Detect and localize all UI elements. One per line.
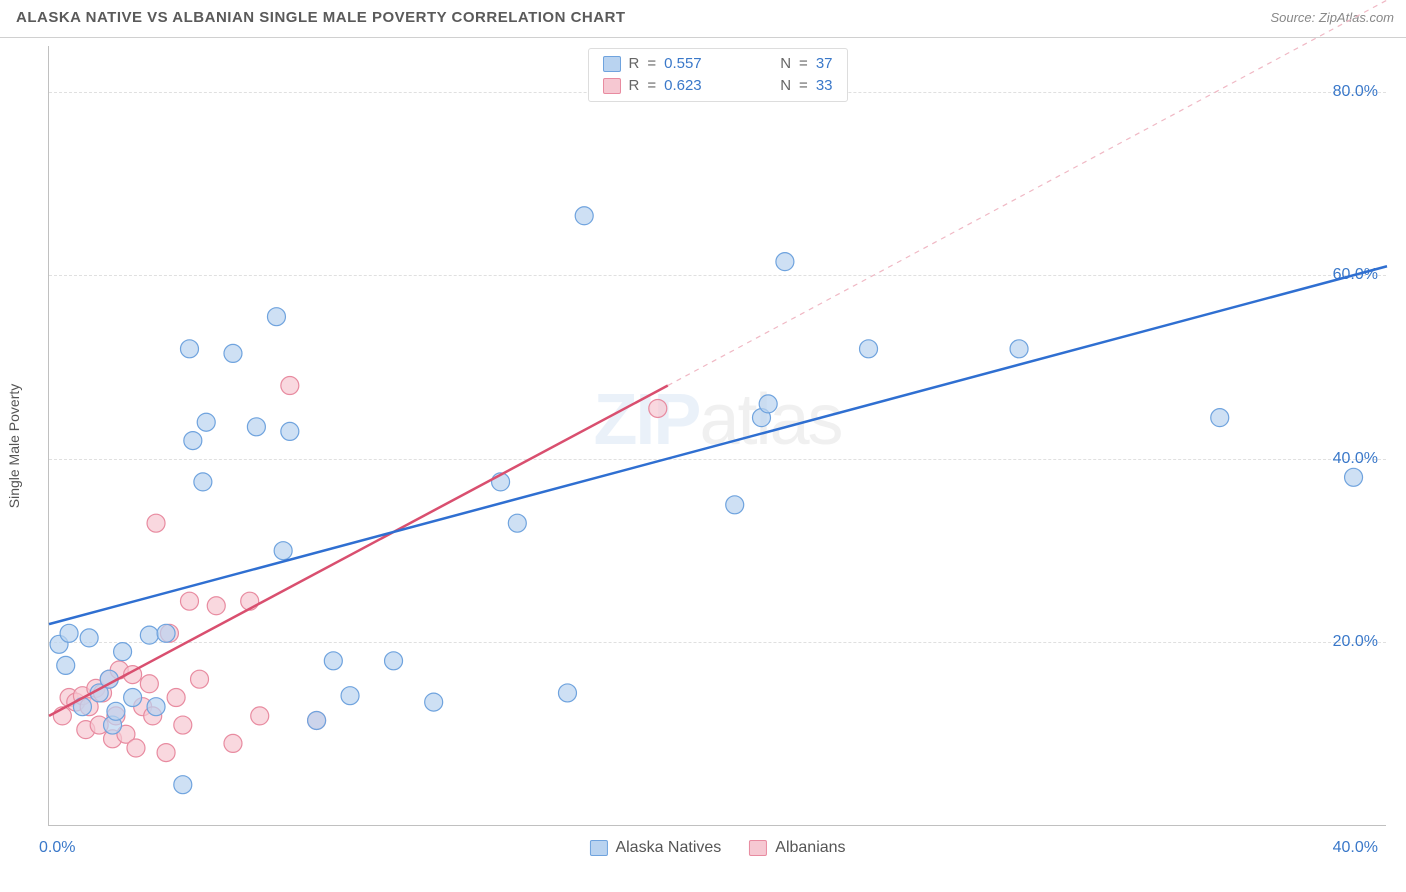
r-label: R <box>629 53 640 75</box>
data-point <box>385 652 403 670</box>
data-point <box>127 739 145 757</box>
legend-row-pink: R = 0.623 N = 33 <box>603 75 833 97</box>
scatter-svg <box>49 46 1386 825</box>
data-point <box>324 652 342 670</box>
data-point <box>649 399 667 417</box>
legend-row-blue: R = 0.557 N = 37 <box>603 53 833 75</box>
data-point <box>80 629 98 647</box>
data-point <box>194 473 212 491</box>
data-point <box>180 340 198 358</box>
r-value-blue: 0.557 <box>664 53 702 75</box>
swatch-blue-icon-2 <box>589 840 607 856</box>
equals2: = <box>799 53 808 75</box>
data-point <box>107 702 125 720</box>
data-point <box>167 689 185 707</box>
data-point <box>57 656 75 674</box>
plot-area: ZIPatlas 20.0%40.0%60.0%80.0% R = 0.557 … <box>48 46 1386 826</box>
chart-container: ALASKA NATIVE VS ALBANIAN SINGLE MALE PO… <box>0 0 1406 892</box>
data-point <box>1211 409 1229 427</box>
n-value-blue: 37 <box>816 53 833 75</box>
data-point <box>147 514 165 532</box>
source-label: Source: ZipAtlas.com <box>1270 10 1394 25</box>
data-point <box>114 643 132 661</box>
n-label: N <box>780 53 791 75</box>
data-point <box>341 687 359 705</box>
equals3: = <box>647 75 656 97</box>
data-point <box>60 624 78 642</box>
x-tick-right: 40.0% <box>1333 839 1378 857</box>
data-point <box>174 716 192 734</box>
n-value-pink: 33 <box>816 75 833 97</box>
data-point <box>251 707 269 725</box>
data-point <box>759 395 777 413</box>
swatch-pink-icon <box>603 78 621 94</box>
data-point <box>224 734 242 752</box>
trendline <box>49 266 1387 624</box>
data-point <box>308 711 326 729</box>
equals4: = <box>799 75 808 97</box>
r-value-pink: 0.623 <box>664 75 702 97</box>
data-point <box>508 514 526 532</box>
data-point <box>558 684 576 702</box>
data-point <box>140 626 158 644</box>
n-label2: N <box>780 75 791 97</box>
r-label2: R <box>629 75 640 97</box>
equals: = <box>647 53 656 75</box>
data-point <box>140 675 158 693</box>
swatch-blue-icon <box>603 56 621 72</box>
data-point <box>247 418 265 436</box>
data-point <box>157 744 175 762</box>
data-point <box>124 689 142 707</box>
title-bar: ALASKA NATIVE VS ALBANIAN SINGLE MALE PO… <box>0 8 1406 38</box>
data-point <box>776 253 794 271</box>
chart-title: ALASKA NATIVE VS ALBANIAN SINGLE MALE PO… <box>16 9 626 26</box>
data-point <box>191 670 209 688</box>
data-point <box>1010 340 1028 358</box>
data-point <box>197 413 215 431</box>
data-point <box>184 432 202 450</box>
legend-bottom: Alaska Natives Albanians <box>589 839 845 857</box>
data-point <box>147 698 165 716</box>
swatch-pink-icon-2 <box>749 840 767 856</box>
data-point <box>180 592 198 610</box>
data-point <box>267 308 285 326</box>
trendline <box>49 386 668 716</box>
legend-bottom-pink-label: Albanians <box>775 839 845 857</box>
legend-correlation-box: R = 0.557 N = 37 R = 0.623 N = 33 <box>588 48 848 102</box>
data-point <box>207 597 225 615</box>
legend-bottom-pink: Albanians <box>749 839 845 857</box>
data-point <box>274 542 292 560</box>
data-point <box>726 496 744 514</box>
data-point <box>157 624 175 642</box>
legend-bottom-blue-label: Alaska Natives <box>615 839 721 857</box>
data-point <box>860 340 878 358</box>
data-point <box>224 344 242 362</box>
data-point <box>575 207 593 225</box>
data-point <box>281 377 299 395</box>
x-tick-left: 0.0% <box>39 839 75 857</box>
data-point <box>425 693 443 711</box>
data-point <box>174 776 192 794</box>
legend-bottom-blue: Alaska Natives <box>589 839 721 857</box>
y-axis-label: Single Male Poverty <box>6 384 22 509</box>
data-point <box>1345 468 1363 486</box>
data-point <box>281 422 299 440</box>
